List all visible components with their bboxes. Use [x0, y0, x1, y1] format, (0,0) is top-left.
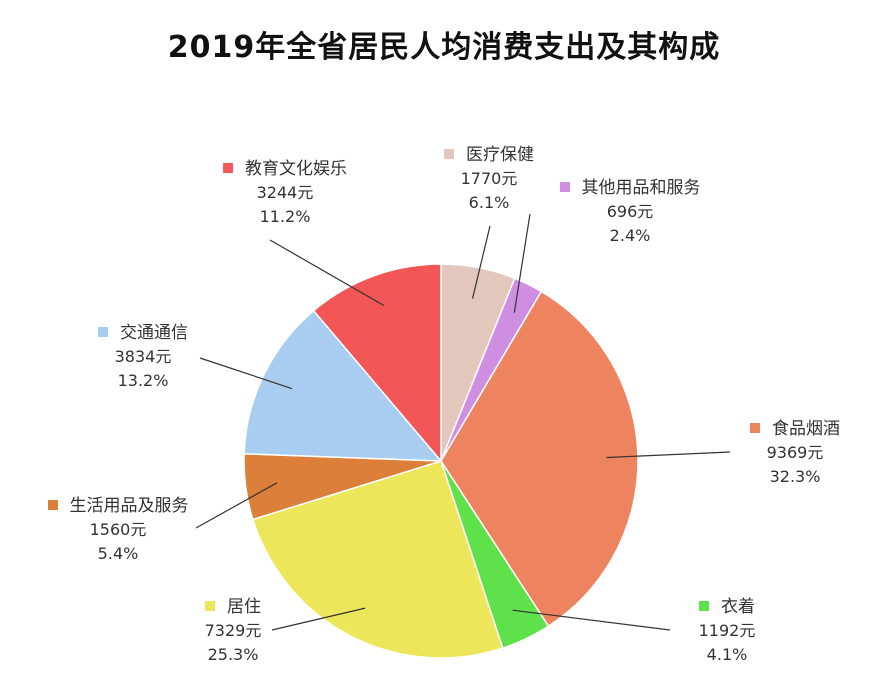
leader-line	[513, 213, 531, 313]
slice-value: 7329元	[204, 621, 262, 640]
slice-name-text: 居住	[227, 597, 261, 617]
slice-name: 居住	[123, 595, 343, 619]
slice-name: 教育文化娱乐	[175, 157, 395, 181]
slice-percent: 11.2%	[259, 207, 311, 226]
data-label: 居住 7329元 25.3%	[123, 595, 343, 667]
slice-name-text: 其他用品和服务	[581, 178, 701, 198]
data-label: 食品烟酒 9369元 32.3%	[685, 417, 888, 489]
slice-name-text: 交通通信	[120, 323, 188, 343]
slice-name-text: 生活用品及服务	[69, 496, 189, 516]
pie-slice	[251, 460, 504, 659]
leader-line	[195, 482, 278, 529]
slice-percent: 4.1%	[706, 645, 748, 664]
slice-name: 医疗保健	[379, 143, 599, 167]
slice-percent: 6.1%	[468, 193, 510, 212]
leader-line	[471, 225, 491, 299]
slice-percent: 2.4%	[609, 226, 651, 245]
slice-percent: 32.3%	[769, 467, 821, 486]
legend-swatch	[559, 182, 570, 192]
pie-slice	[440, 290, 639, 628]
slice-name-text: 医疗保健	[466, 145, 534, 165]
slice-value: 1560元	[89, 520, 147, 539]
slice-name: 交通通信	[33, 321, 253, 345]
slice-percent: 5.4%	[97, 544, 139, 563]
slice-name: 其他用品和服务	[520, 176, 740, 200]
pie-slice	[312, 263, 442, 464]
leader-line	[269, 239, 385, 307]
data-label: 教育文化娱乐 3244元 11.2%	[175, 157, 395, 229]
leader-line	[606, 451, 731, 459]
legend-swatch	[444, 149, 454, 159]
slice-value: 9369元	[766, 443, 824, 462]
data-label: 医疗保健 1770元 6.1%	[379, 143, 599, 215]
legend-swatch	[699, 601, 709, 611]
slice-value: 3834元	[114, 347, 172, 366]
data-label: 交通通信 3834元 13.2%	[33, 321, 253, 393]
slice-value: 696元	[606, 202, 654, 221]
slice-value: 1192元	[698, 621, 756, 640]
chart-title: 2019年全省居民人均消费支出及其构成	[167, 30, 721, 65]
slice-percent: 25.3%	[207, 645, 259, 664]
pie-slice	[243, 309, 443, 462]
data-label: 生活用品及服务 1560元 5.4%	[8, 494, 228, 566]
slice-name-text: 食品烟酒	[772, 419, 840, 439]
leader-line	[271, 607, 366, 631]
slice-name: 衣着	[617, 595, 837, 619]
data-label: 其他用品和服务 696元 2.4%	[520, 176, 740, 248]
slice-value: 3244元	[256, 183, 314, 202]
slice-name-text: 衣着	[721, 597, 755, 617]
slice-value: 1770元	[460, 169, 518, 188]
legend-swatch	[223, 163, 233, 173]
slice-name: 食品烟酒	[685, 417, 888, 441]
legend-swatch	[750, 423, 760, 433]
leader-line	[199, 357, 293, 390]
slice-name-text: 教育文化娱乐	[245, 159, 347, 179]
data-label: 衣着 1192元 4.1%	[617, 595, 837, 667]
leader-line	[512, 609, 671, 631]
legend-swatch	[98, 327, 108, 337]
legend-swatch	[205, 601, 215, 611]
legend-swatch	[47, 500, 58, 510]
slice-name: 生活用品及服务	[8, 494, 228, 518]
slice-percent: 13.2%	[117, 371, 169, 390]
